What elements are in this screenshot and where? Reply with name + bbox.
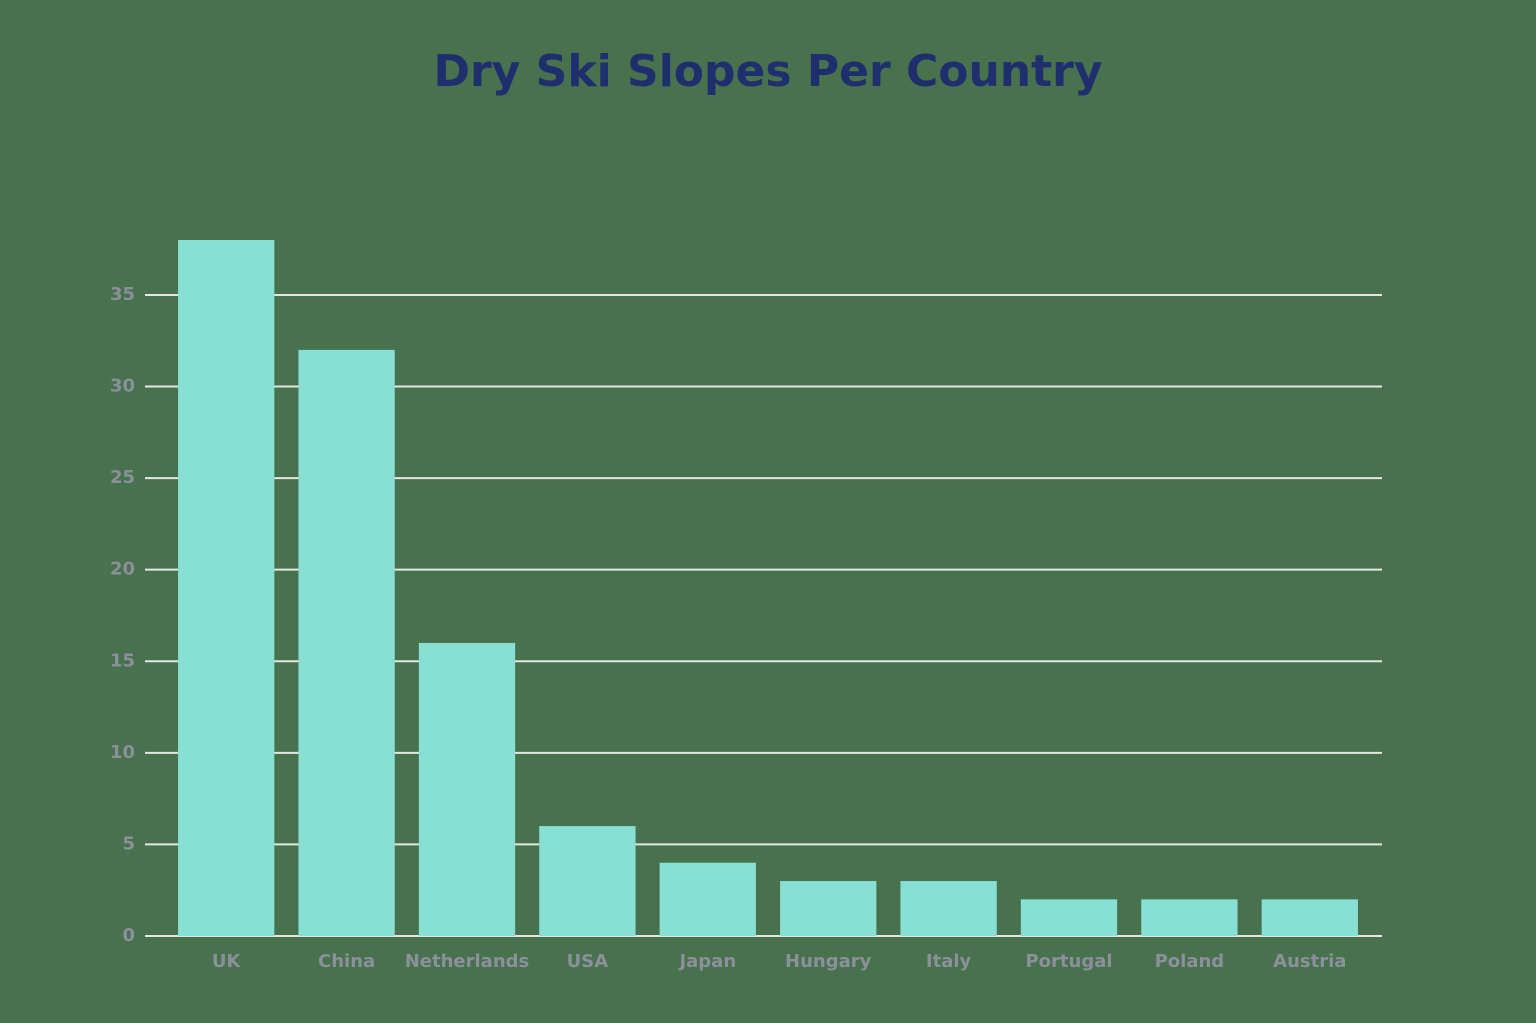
x-tick-label: UK [212,951,242,972]
x-tick-label: Japan [677,951,736,972]
bar [780,881,877,936]
x-tick-label: Poland [1155,951,1225,972]
bar [1261,899,1358,936]
bar [539,826,636,936]
bar [659,862,756,936]
bar [1020,899,1118,936]
bar [178,240,275,936]
y-tick-label: 25 [110,467,135,488]
chart-title: Dry Ski Slopes Per Country [433,46,1102,97]
bar [1141,899,1238,936]
y-tick-label: 30 [110,376,135,397]
bar [900,881,997,936]
y-tick-label: 15 [110,650,135,671]
x-tick-label: Italy [926,951,972,972]
y-tick-label: 20 [110,559,135,580]
y-tick-label: 0 [122,925,135,946]
y-tick-label: 5 [122,833,135,854]
x-tick-label: USA [567,951,609,972]
x-tick-label: Hungary [785,951,872,972]
y-tick-label: 35 [110,284,135,305]
y-tick-label: 10 [110,742,135,763]
bar [418,642,516,936]
bar [298,349,395,936]
x-tick-label: Netherlands [405,951,530,972]
x-tick-label: China [318,951,375,972]
x-tick-label: Portugal [1025,951,1112,972]
x-tick-label: Austria [1273,951,1346,972]
